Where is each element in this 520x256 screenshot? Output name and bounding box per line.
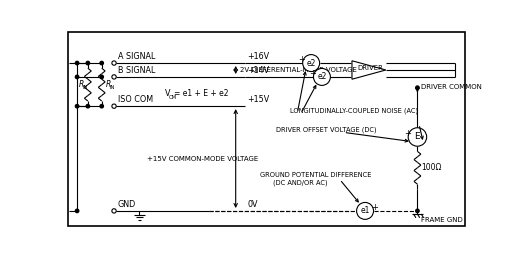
Text: V: V bbox=[165, 90, 171, 99]
Text: CM: CM bbox=[168, 95, 177, 100]
Text: E: E bbox=[414, 133, 420, 142]
Circle shape bbox=[75, 61, 79, 65]
Text: +: + bbox=[371, 203, 378, 212]
Text: +16V: +16V bbox=[247, 52, 269, 61]
Text: 2V DIFFERENTIAL-MODE VOLTAGE: 2V DIFFERENTIAL-MODE VOLTAGE bbox=[240, 67, 357, 73]
Text: +: + bbox=[309, 69, 316, 78]
Text: GND: GND bbox=[118, 200, 136, 209]
Text: B SIGNAL: B SIGNAL bbox=[118, 66, 155, 74]
Text: GROUND POTENTIAL DIFFERENCE: GROUND POTENTIAL DIFFERENCE bbox=[261, 173, 372, 178]
Text: +15V COMMON-MODE VOLTAGE: +15V COMMON-MODE VOLTAGE bbox=[147, 156, 258, 162]
Circle shape bbox=[100, 61, 103, 65]
Circle shape bbox=[314, 68, 330, 86]
Circle shape bbox=[100, 104, 103, 108]
Text: A SIGNAL: A SIGNAL bbox=[118, 52, 155, 61]
Text: LONGITUDINALLY-COUPLED NOISE (AC): LONGITUDINALLY-COUPLED NOISE (AC) bbox=[290, 108, 418, 114]
Text: IN: IN bbox=[110, 85, 115, 90]
Text: DRIVER COMMON: DRIVER COMMON bbox=[421, 84, 482, 90]
Text: = e1 + E + e2: = e1 + E + e2 bbox=[174, 90, 229, 99]
Text: IN: IN bbox=[82, 85, 87, 90]
Circle shape bbox=[303, 55, 320, 71]
Circle shape bbox=[86, 61, 89, 65]
Text: +: + bbox=[404, 129, 411, 138]
Circle shape bbox=[415, 86, 419, 89]
Circle shape bbox=[75, 75, 79, 79]
Text: e1: e1 bbox=[360, 206, 370, 215]
Text: +15V: +15V bbox=[247, 95, 269, 104]
Text: DRIVER OFFSET VOLTAGE (DC): DRIVER OFFSET VOLTAGE (DC) bbox=[276, 127, 376, 133]
Text: 0V: 0V bbox=[247, 200, 258, 209]
Circle shape bbox=[415, 209, 419, 212]
Text: DRIVER: DRIVER bbox=[358, 66, 383, 71]
Text: +: + bbox=[298, 56, 305, 65]
Circle shape bbox=[112, 61, 116, 65]
Text: $R$: $R$ bbox=[77, 78, 84, 89]
Circle shape bbox=[357, 202, 373, 219]
Text: ISO COM: ISO COM bbox=[118, 95, 153, 104]
Text: (DC AND/OR AC): (DC AND/OR AC) bbox=[272, 180, 327, 186]
Text: +14V: +14V bbox=[247, 66, 269, 74]
Circle shape bbox=[408, 128, 427, 146]
Text: $R$: $R$ bbox=[106, 78, 112, 89]
Circle shape bbox=[86, 104, 89, 108]
Text: FRAME GND: FRAME GND bbox=[421, 217, 463, 223]
Text: e2: e2 bbox=[306, 59, 316, 68]
Circle shape bbox=[75, 209, 79, 212]
Text: e2: e2 bbox=[317, 72, 327, 81]
Circle shape bbox=[112, 75, 116, 79]
FancyBboxPatch shape bbox=[68, 32, 465, 226]
Circle shape bbox=[112, 209, 116, 213]
Circle shape bbox=[75, 104, 79, 108]
Circle shape bbox=[100, 75, 103, 79]
Circle shape bbox=[112, 104, 116, 108]
Text: 100Ω: 100Ω bbox=[421, 163, 441, 172]
